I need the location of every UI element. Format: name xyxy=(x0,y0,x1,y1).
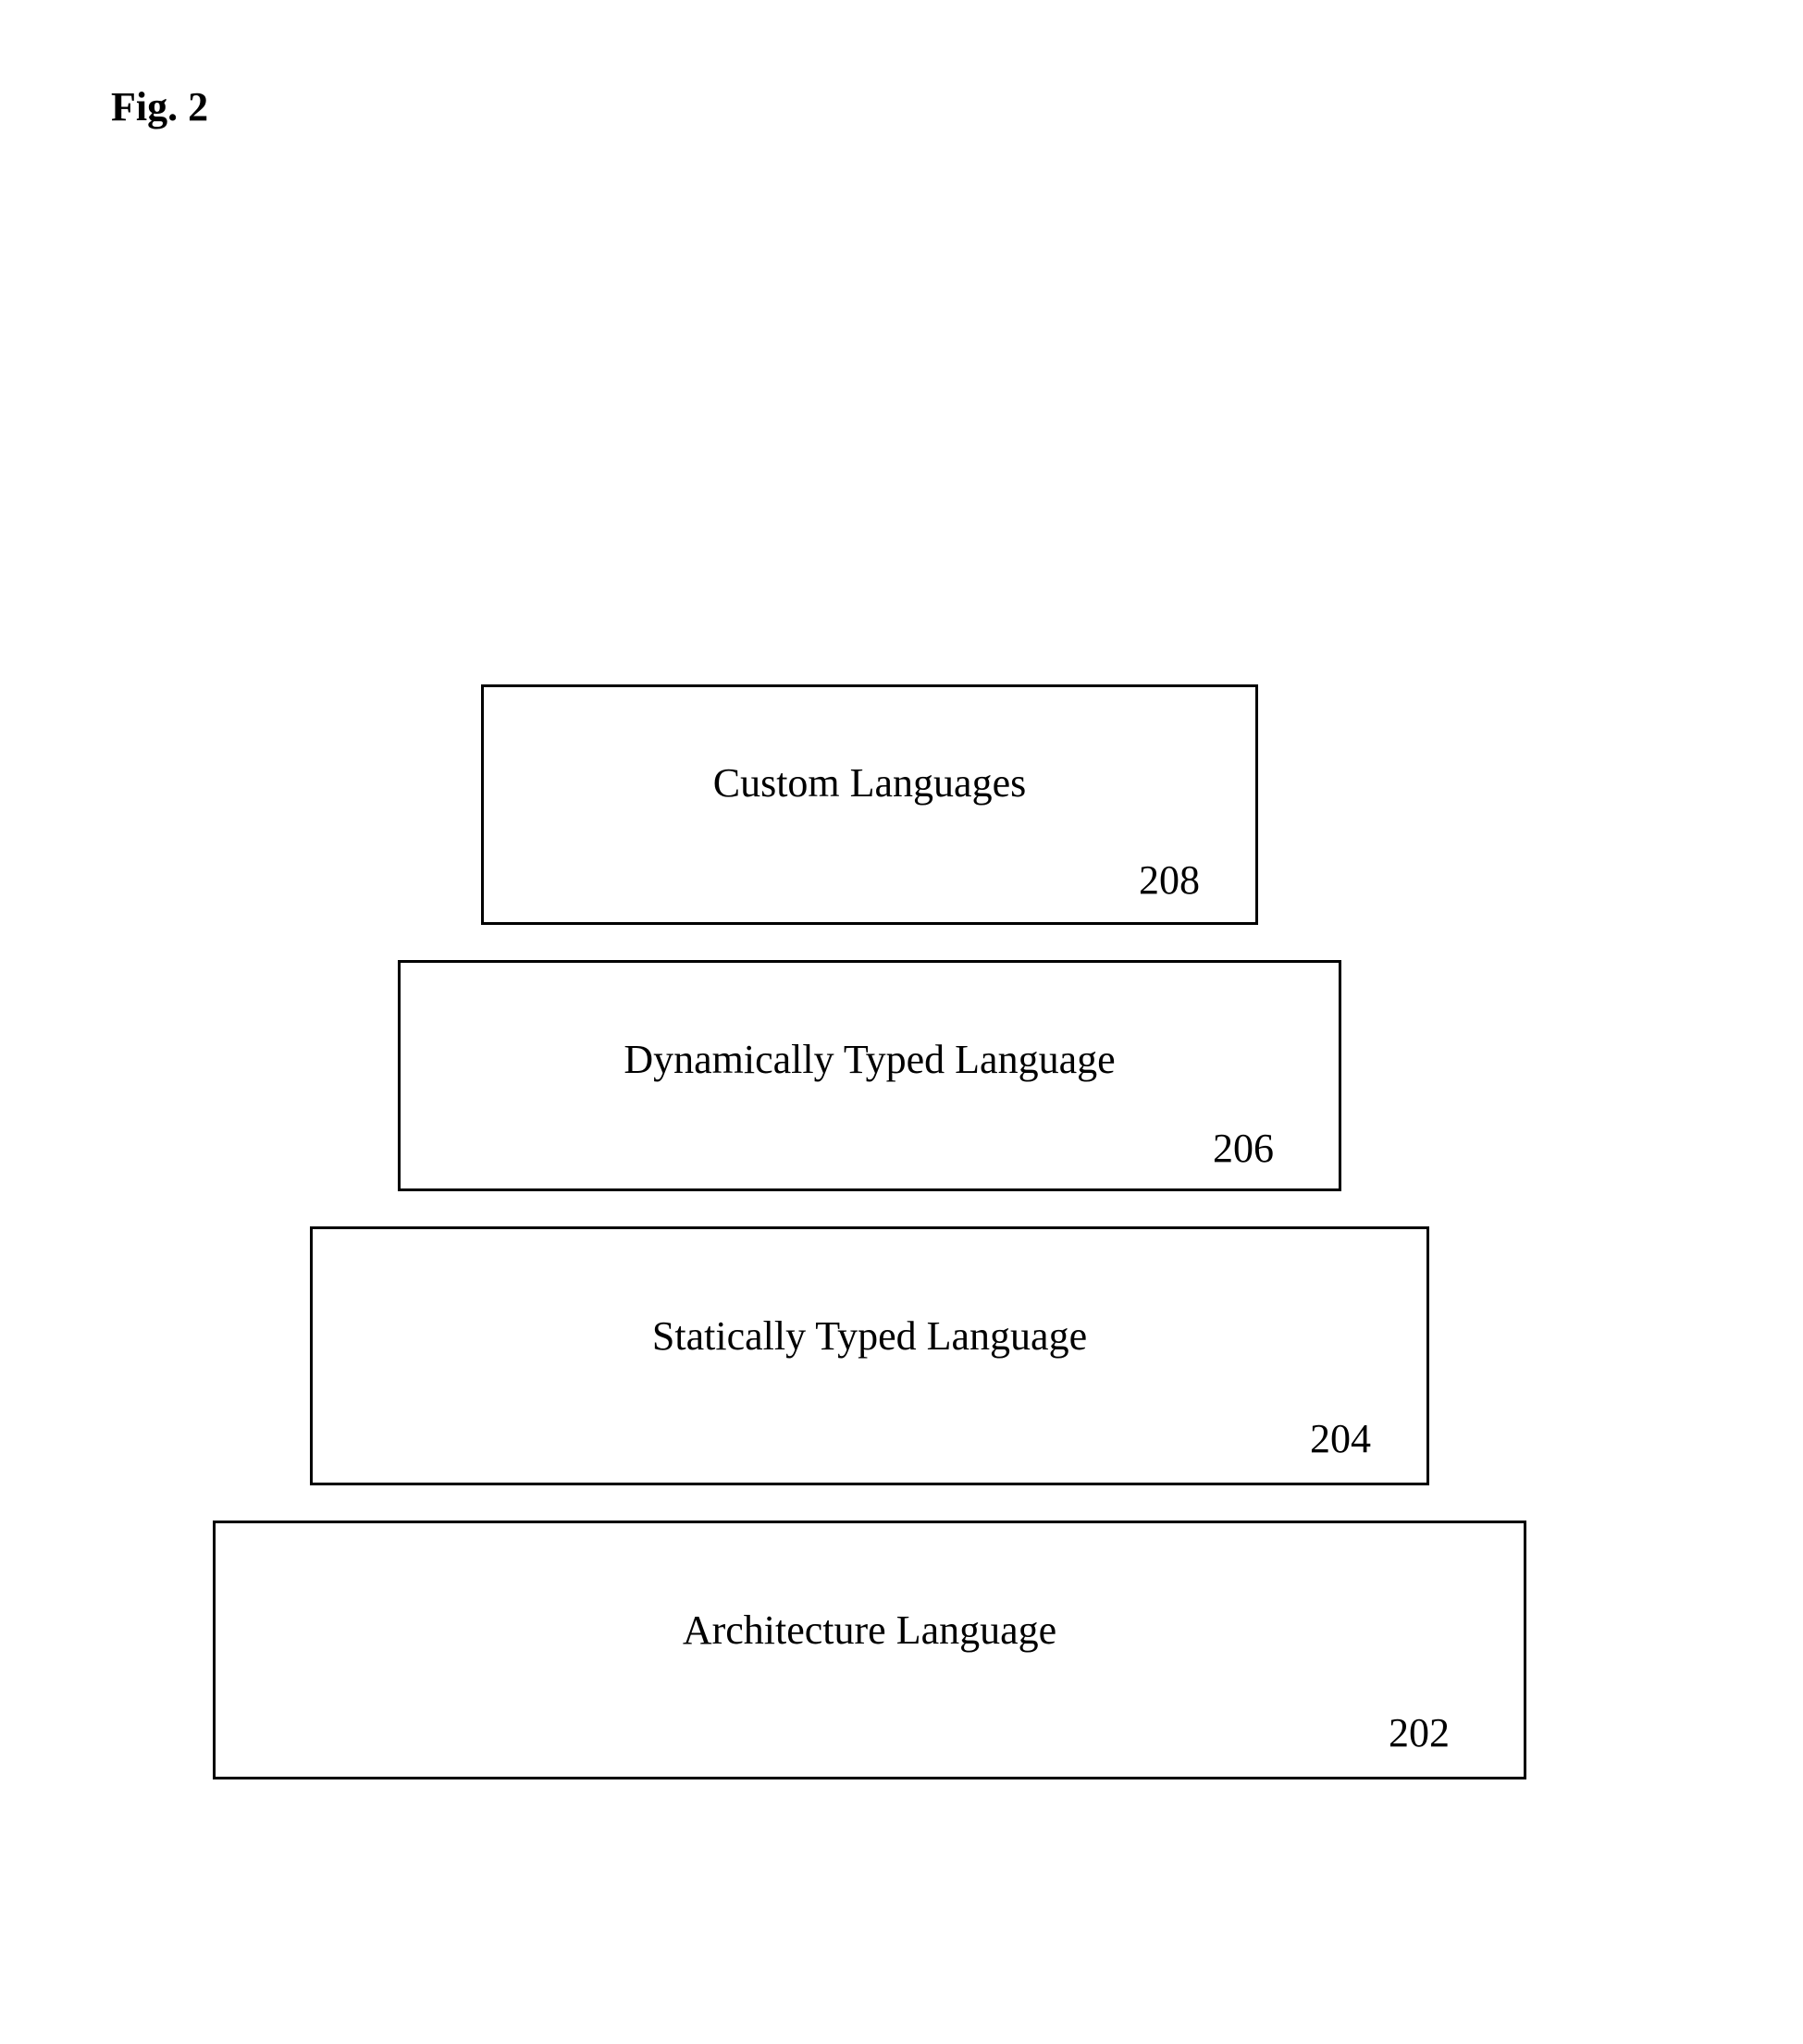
layer-ref-3: 202 xyxy=(1389,1709,1450,1756)
figure-label: Fig. 2 xyxy=(111,83,208,130)
pyramid-layer-3: Architecture Language 202 xyxy=(213,1521,1526,1779)
layer-ref-0: 208 xyxy=(1139,856,1200,904)
pyramid-layer-1: Dynamically Typed Language 206 xyxy=(398,960,1341,1191)
layer-title-0: Custom Languages xyxy=(713,759,1027,807)
pyramid-layer-0: Custom Languages 208 xyxy=(481,684,1258,925)
pyramid-diagram: Custom Languages 208 Dynamically Typed Lan… xyxy=(213,684,1526,1779)
layer-title-1: Dynamically Typed Language xyxy=(624,1036,1115,1083)
layer-title-3: Architecture Language xyxy=(683,1607,1056,1654)
layer-ref-1: 206 xyxy=(1213,1125,1274,1172)
layer-title-2: Statically Typed Language xyxy=(652,1312,1087,1360)
pyramid-layer-2: Statically Typed Language 204 xyxy=(310,1226,1429,1485)
layer-ref-2: 204 xyxy=(1310,1415,1371,1462)
